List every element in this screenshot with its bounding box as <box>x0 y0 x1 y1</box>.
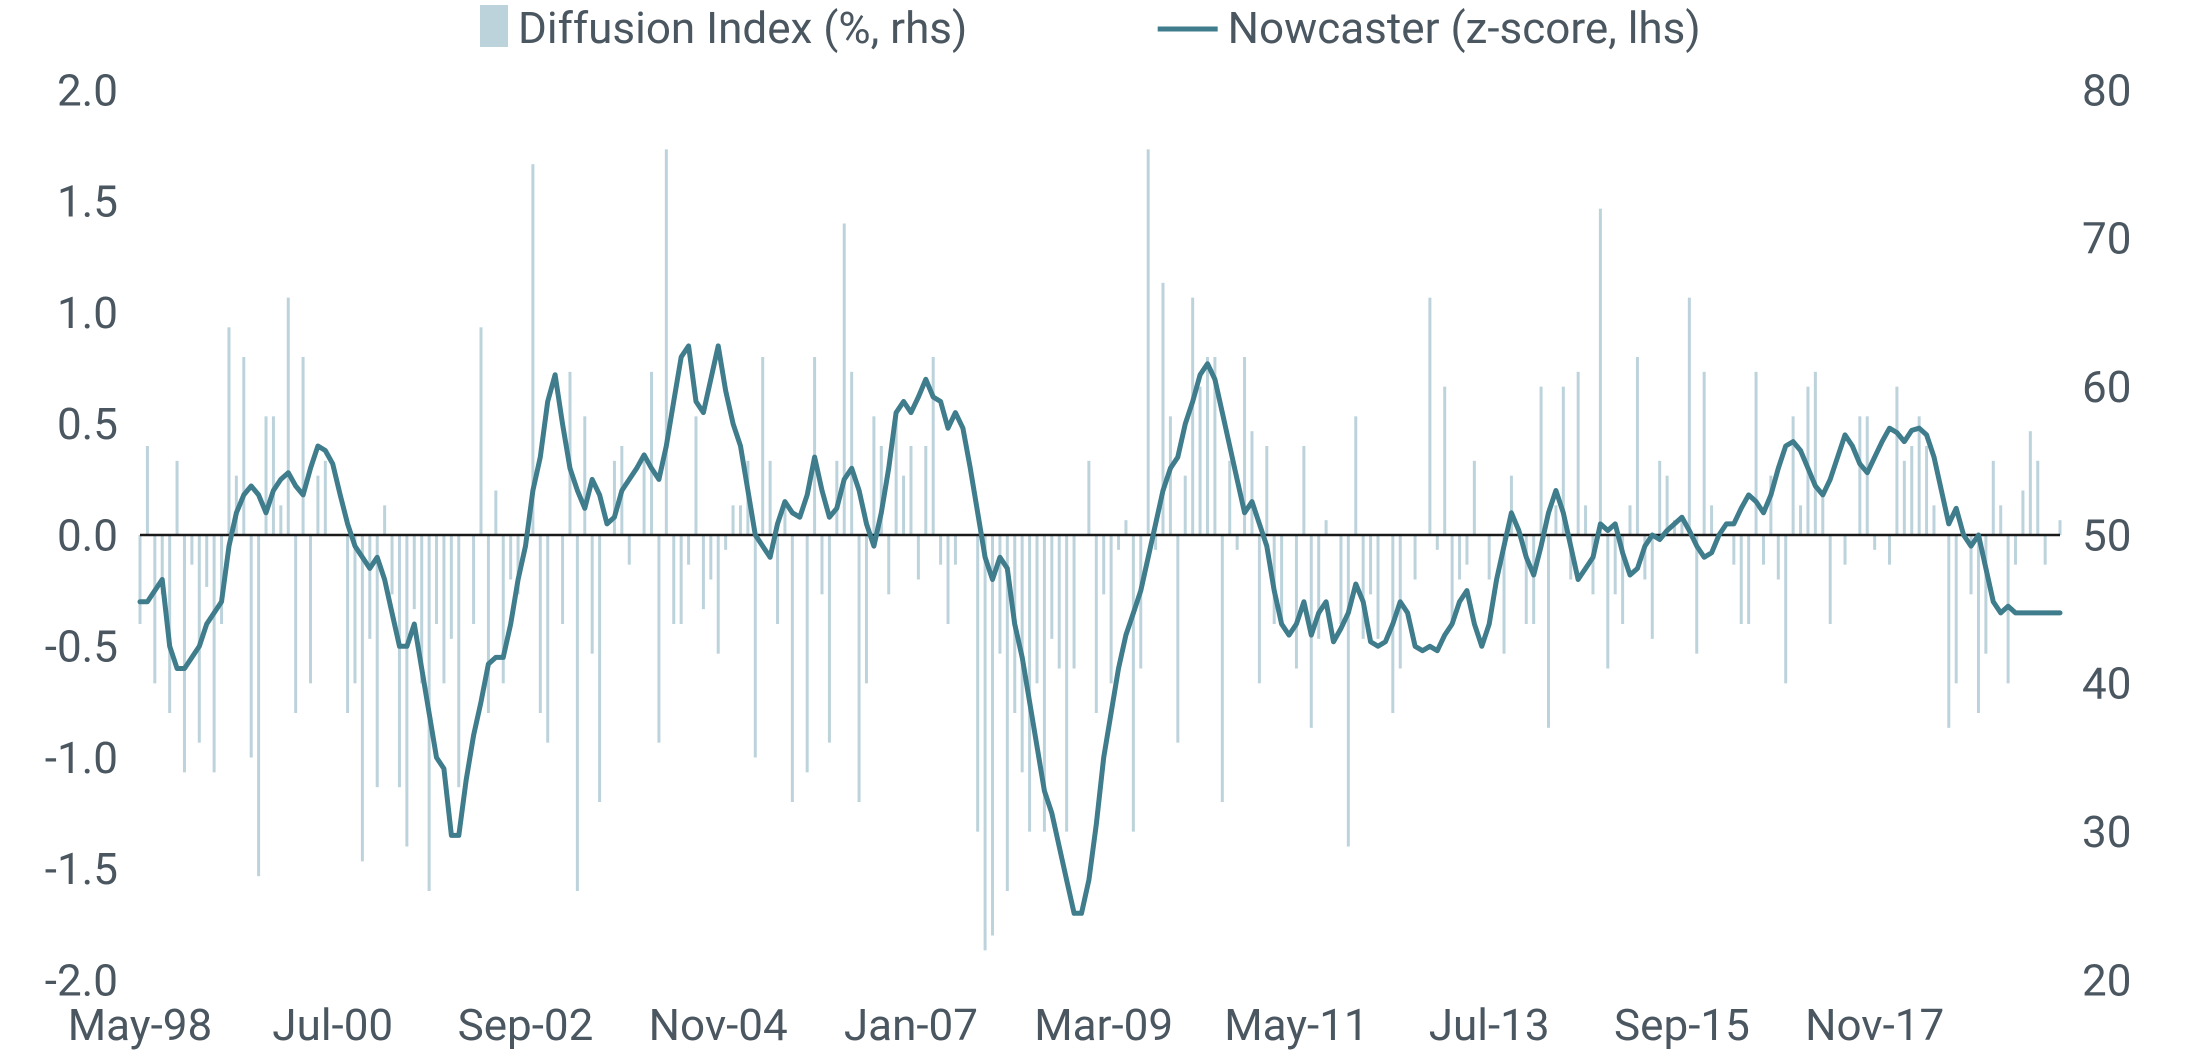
x-tick-label: Mar-09 <box>1034 999 1173 1051</box>
y-left-tick-label: 1.5 <box>57 176 118 228</box>
x-tick-label: May-98 <box>68 999 212 1051</box>
legend-swatch-bar <box>480 5 508 47</box>
y-left-tick-label: 2.0 <box>57 64 118 116</box>
legend-label-diffusion: Diffusion Index (%, rhs) <box>518 2 967 54</box>
y-left-tick-label: 1.0 <box>57 287 118 339</box>
y-right-tick-label: 80 <box>2082 64 2131 116</box>
y-right-tick-label: 60 <box>2082 361 2131 413</box>
y-right-tick-label: 40 <box>2082 658 2131 710</box>
y-right-tick-label: 70 <box>2082 213 2131 265</box>
x-tick-label: May-11 <box>1224 999 1368 1051</box>
x-tick-label: Sep-02 <box>458 999 594 1051</box>
x-tick-label: Jul-13 <box>1429 999 1550 1051</box>
x-tick-label: Nov-04 <box>649 999 788 1051</box>
chart-container: -2.0-1.5-1.0-0.50.00.51.01.52.0203040506… <box>0 0 2200 1059</box>
chart-svg: -2.0-1.5-1.0-0.50.00.51.01.52.0203040506… <box>0 0 2200 1059</box>
y-left-tick-label: 0.5 <box>57 398 118 450</box>
plot-background <box>0 0 2200 1059</box>
y-right-tick-label: 30 <box>2082 806 2131 858</box>
y-left-tick-label: -0.5 <box>45 621 118 673</box>
y-right-tick-label: 20 <box>2082 954 2131 1006</box>
legend-label-nowcaster: Nowcaster (z-score, lhs) <box>1228 2 1701 54</box>
x-tick-label: Jul-00 <box>272 999 393 1051</box>
y-left-tick-label: -1.5 <box>45 843 118 895</box>
y-left-tick-label: -1.0 <box>45 732 118 784</box>
x-tick-label: Jan-07 <box>844 999 978 1051</box>
x-tick-label: Nov-17 <box>1805 999 1944 1051</box>
y-right-tick-label: 50 <box>2082 509 2131 561</box>
y-left-tick-label: 0.0 <box>57 509 118 561</box>
x-tick-label: Sep-15 <box>1614 999 1750 1051</box>
